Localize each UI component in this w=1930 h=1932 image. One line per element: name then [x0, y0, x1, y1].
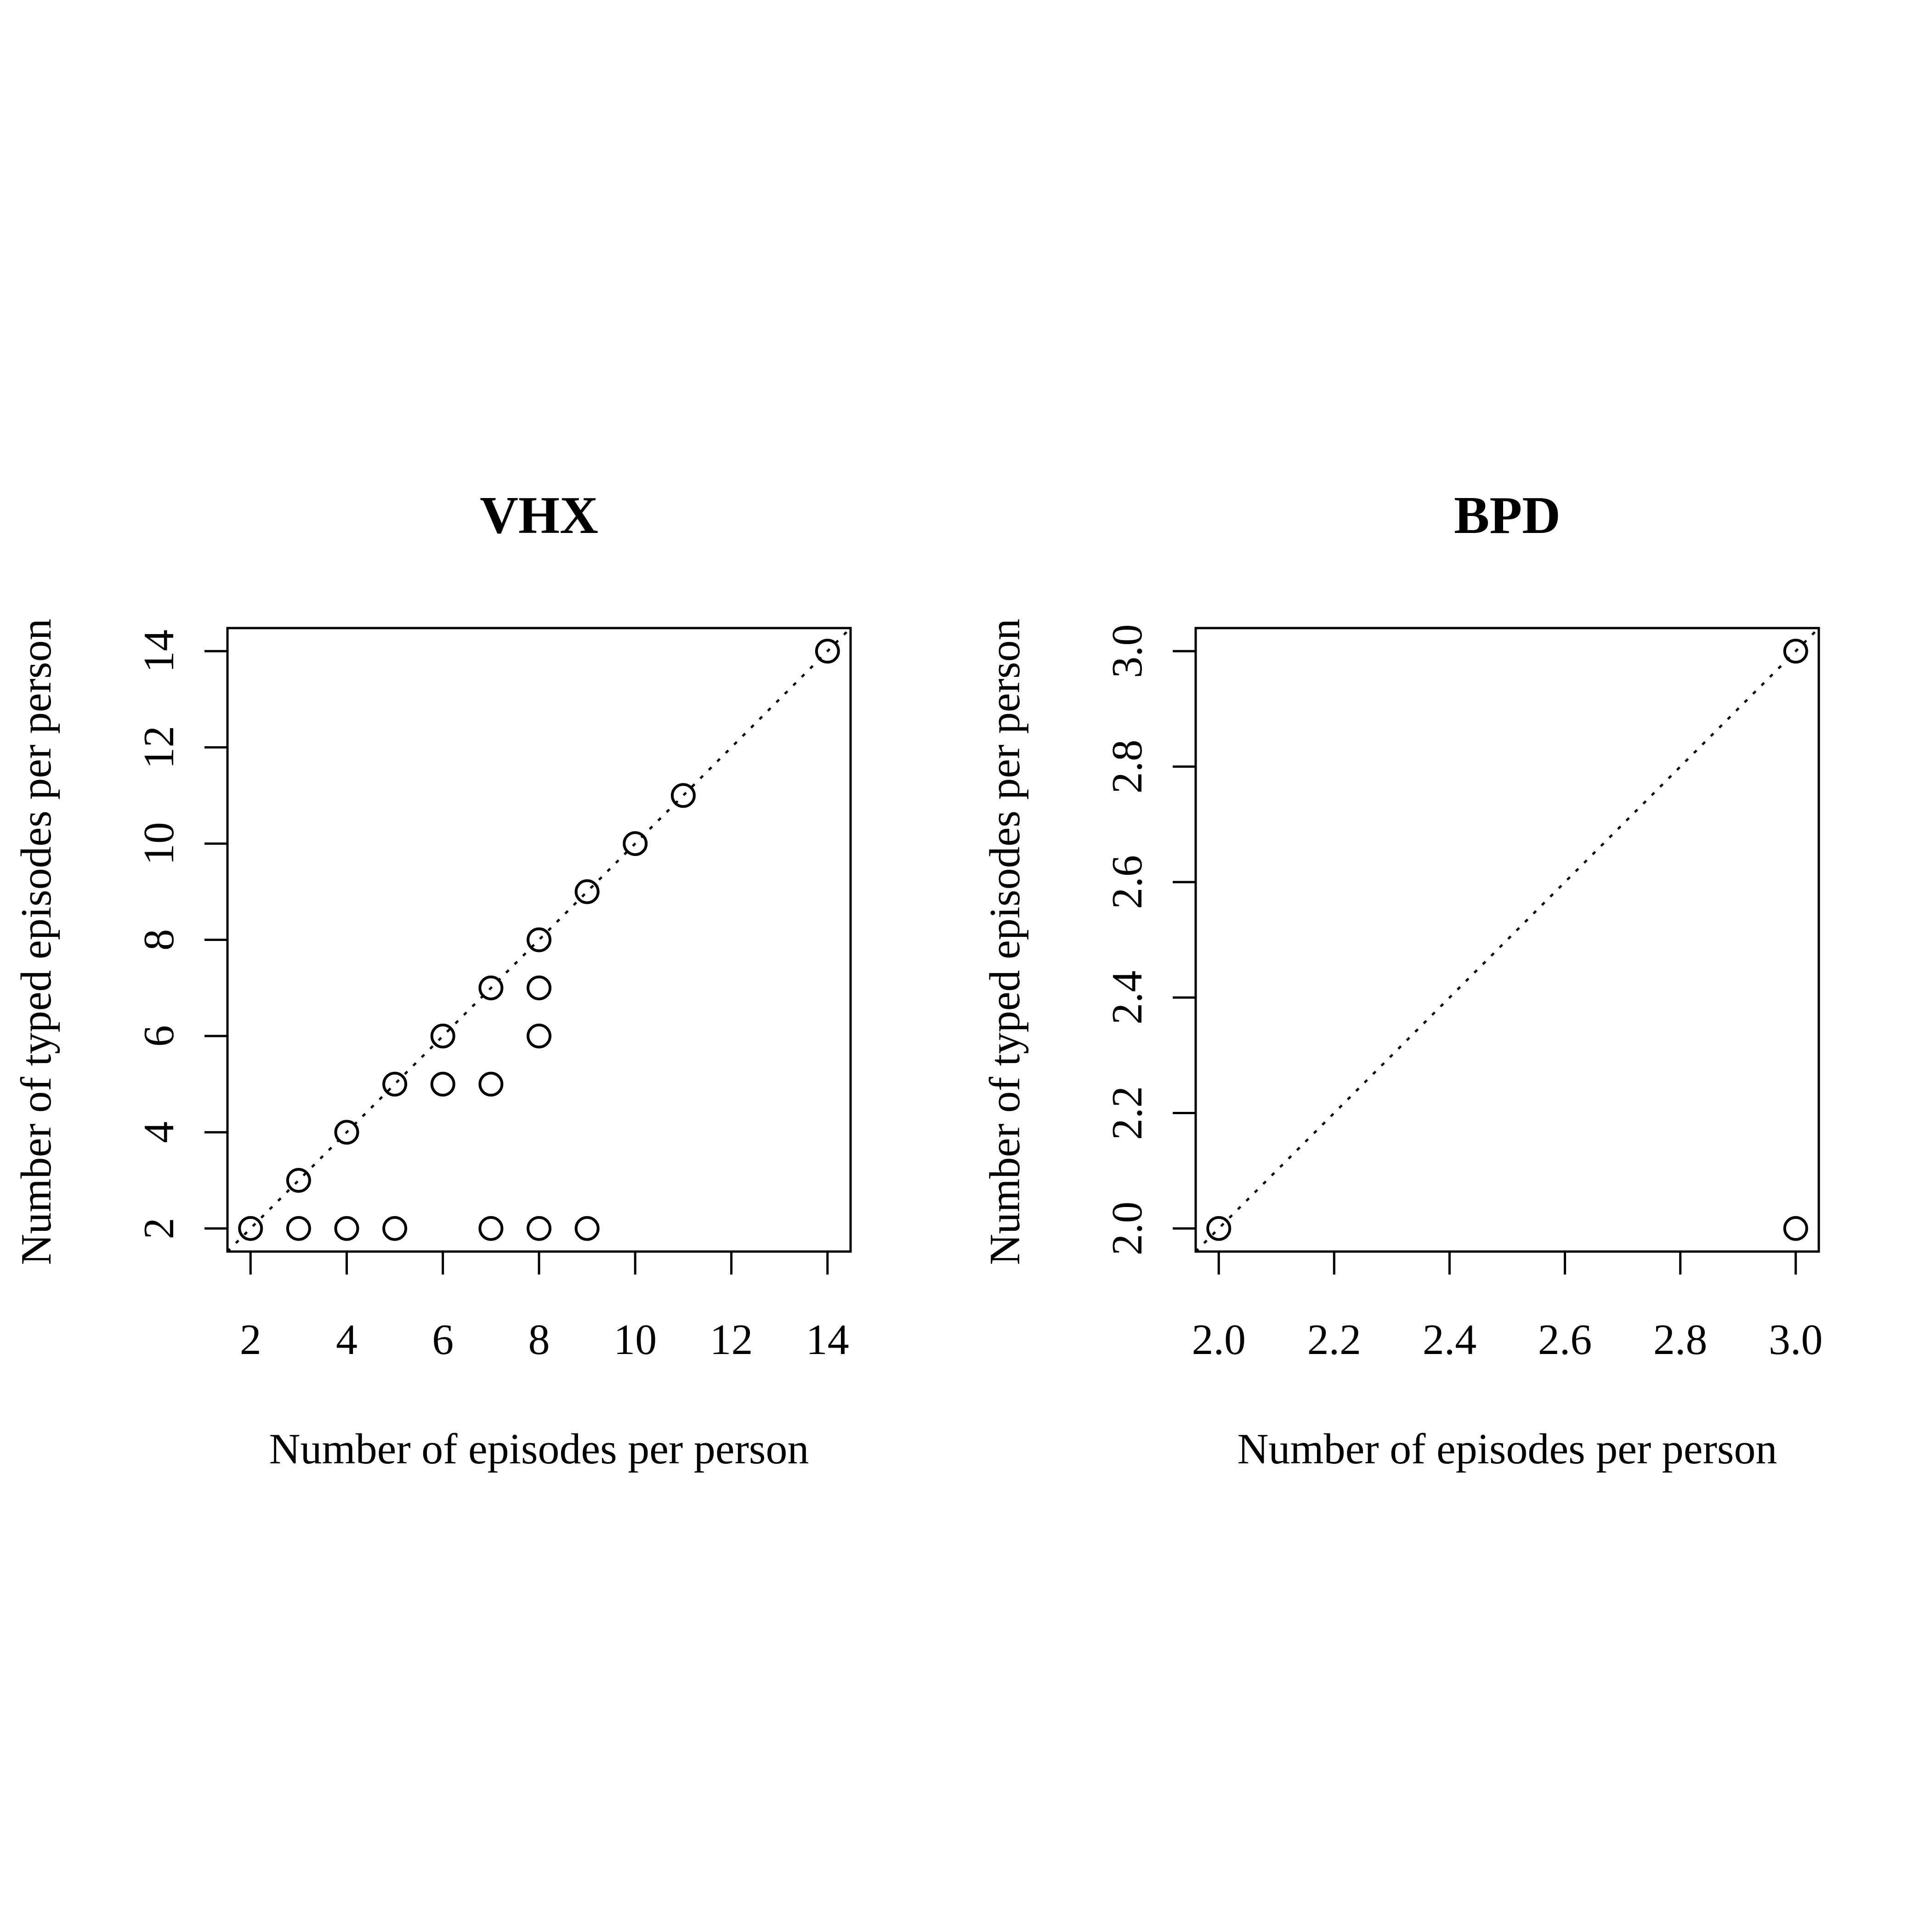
data-point	[527, 1023, 551, 1048]
data-point	[478, 1216, 504, 1241]
y-tick-label: 14	[135, 629, 183, 673]
data-point	[623, 831, 648, 856]
data-point	[478, 975, 504, 1001]
chart-title: VHX	[480, 486, 598, 545]
x-axis-label: Number of episodes per person	[1237, 1425, 1777, 1473]
x-tick-label: 6	[432, 1316, 454, 1364]
data-point	[334, 1216, 359, 1241]
data-point	[1783, 639, 1808, 664]
x-tick-label: 2	[240, 1316, 261, 1364]
x-tick-label: 12	[710, 1316, 753, 1364]
y-axis: 2 4 6 8 10 12 14	[135, 629, 229, 1239]
x-tick-label: 3.0	[1769, 1316, 1823, 1364]
data-point	[430, 1071, 455, 1097]
data-point	[527, 1216, 551, 1241]
x-tick-label: 10	[613, 1316, 657, 1364]
data-point	[1206, 1216, 1232, 1241]
panel-vhx: VHX Number of episodes per person Number…	[12, 486, 852, 1473]
y-tick-label: 8	[135, 929, 183, 951]
data-point	[286, 1216, 311, 1241]
y-tick-label: 2.8	[1103, 740, 1151, 794]
data-point	[478, 1071, 504, 1097]
data-point	[286, 1168, 311, 1193]
data-points	[1206, 639, 1808, 1241]
data-point	[527, 927, 551, 952]
data-point	[574, 879, 600, 904]
x-axis-label: Number of episodes per person	[269, 1425, 809, 1473]
reference-line	[227, 627, 851, 1252]
y-tick-label: 4	[135, 1122, 183, 1143]
data-point	[334, 1120, 359, 1145]
data-point	[527, 975, 551, 1001]
data-point	[382, 1071, 408, 1097]
x-tick-label: 2.6	[1538, 1316, 1592, 1364]
y-tick-label: 3.0	[1103, 624, 1151, 679]
data-point	[382, 1216, 408, 1241]
x-tick-label: 14	[806, 1316, 849, 1364]
x-tick-label: 2.8	[1653, 1316, 1708, 1364]
data-point	[238, 1216, 263, 1241]
reference-line	[1195, 627, 1820, 1252]
y-tick-label: 2.6	[1103, 855, 1151, 909]
panel-bpd: BPD Number of episodes per person Number…	[981, 486, 1823, 1473]
x-tick-label: 2.4	[1423, 1316, 1477, 1364]
x-axis: 2 4 6 8 10 12 14	[240, 1250, 849, 1364]
data-points	[238, 639, 840, 1241]
data-point	[1783, 1216, 1808, 1241]
y-tick-label: 2.0	[1103, 1201, 1151, 1256]
x-axis: 2.0 2.2 2.4 2.6 2.8 3.0	[1192, 1250, 1823, 1364]
data-point	[430, 1023, 455, 1048]
x-tick-label: 8	[528, 1316, 550, 1364]
y-axis: 2.0 2.2 2.4 2.6 2.8 3.0	[1103, 624, 1197, 1256]
y-tick-label: 6	[135, 1025, 183, 1047]
y-tick-label: 10	[135, 822, 183, 865]
y-axis-label: Number of typed episodes per person	[981, 618, 1029, 1265]
y-tick-label: 12	[135, 726, 183, 769]
x-tick-label: 2.0	[1192, 1316, 1246, 1364]
data-point	[670, 783, 696, 808]
data-point	[574, 1216, 600, 1241]
y-tick-label: 2.2	[1103, 1086, 1151, 1140]
data-point	[815, 639, 840, 664]
x-tick-label: 2.2	[1307, 1316, 1362, 1364]
y-tick-label: 2.4	[1103, 970, 1151, 1025]
x-tick-label: 4	[336, 1316, 358, 1364]
chart-title: BPD	[1454, 486, 1561, 545]
y-axis-label: Number of typed episodes per person	[12, 618, 60, 1265]
y-tick-label: 2	[135, 1218, 183, 1239]
